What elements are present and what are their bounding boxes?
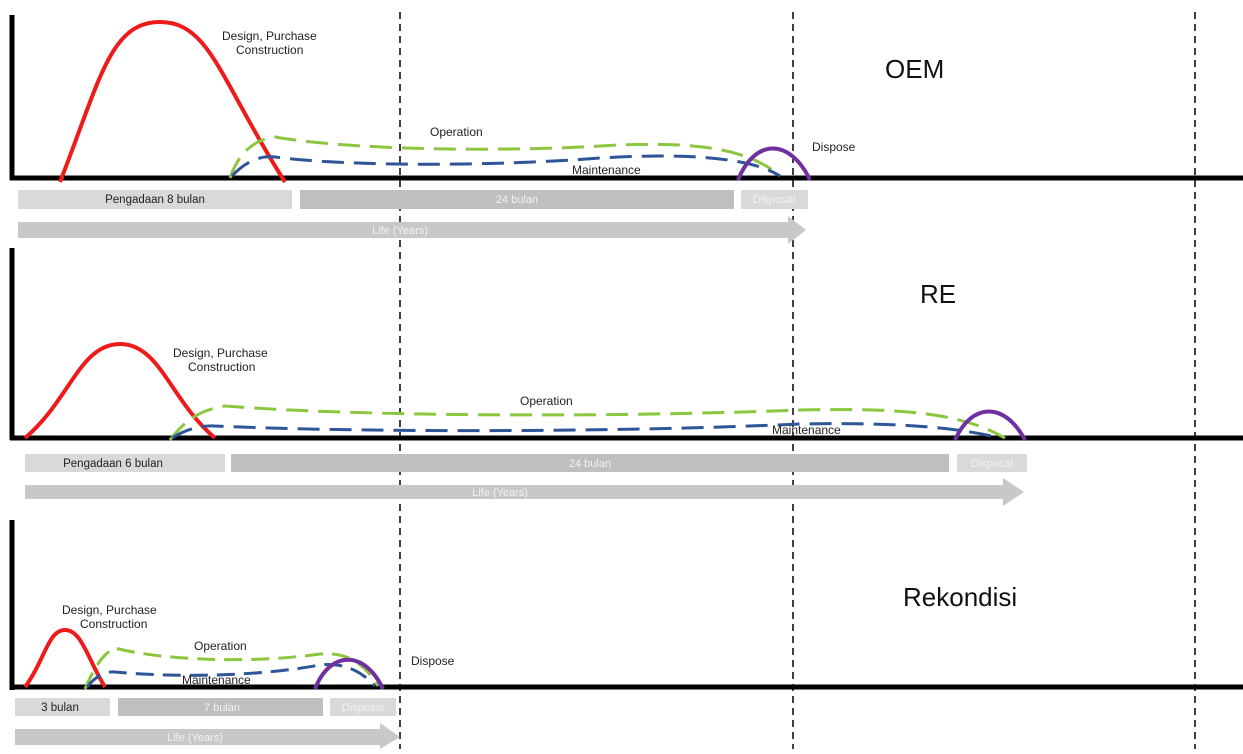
procurement-bar [18, 190, 292, 209]
life-arrow [25, 478, 1024, 506]
life-arrow-label: Life (Years) [167, 732, 223, 744]
panel-rekondisi: Design, Purchase Construction Operation … [9, 520, 1243, 749]
operation-label: Operation [194, 639, 247, 653]
procurement-bar [25, 454, 225, 472]
operation-curve [228, 135, 781, 179]
operation-label: Operation [520, 394, 573, 408]
design-curve [23, 341, 217, 440]
design-label-line2: Construction [80, 617, 147, 631]
dispose-bar-label: Disposal [753, 194, 795, 206]
design-label-line1: Design, Purchase [173, 346, 268, 360]
panel-title: OEM [885, 54, 944, 84]
procurement-bar-label: Pengadaan 6 bulan [63, 458, 163, 470]
maintenance-label: Maintenance [182, 673, 251, 687]
dispose-bar-label: Disposal [342, 702, 384, 714]
dispose-label: Dispose [812, 140, 856, 154]
life-bar-label: 7 bulan [204, 702, 240, 714]
life-bar [231, 454, 949, 472]
design-label-line2: Construction [188, 360, 255, 374]
panel-re: Design, Purchase Construction Operation … [9, 248, 1243, 506]
design-label-line2: Construction [236, 43, 303, 57]
dispose-bar [957, 454, 1027, 472]
operation-curve [83, 646, 380, 690]
life-bar [300, 190, 734, 209]
operation-label: Operation [430, 125, 483, 139]
dispose-curve [736, 146, 812, 181]
life-arrow-label: Life (Years) [472, 487, 528, 499]
procurement-bar [15, 698, 110, 716]
panel-oem: Design, Purchase Construction Operation … [9, 15, 1243, 244]
life-bar-label: 24 bulan [496, 194, 538, 206]
panel-title: Rekondisi [903, 582, 1017, 612]
life-arrow [18, 216, 806, 244]
maintenance-curve [85, 662, 377, 688]
dispose-label: Dispose [411, 654, 455, 668]
dispose-curve [953, 409, 1027, 441]
dispose-bar [330, 698, 396, 716]
life-arrow-label: Life (Years) [372, 225, 428, 237]
maintenance-curve [230, 154, 781, 178]
maintenance-curve [171, 422, 1001, 440]
design-label-line1: Design, Purchase [222, 29, 317, 43]
dispose-bar-label: Disposal [971, 458, 1013, 470]
dispose-bar [741, 190, 808, 209]
design-curve [58, 19, 287, 184]
life-bar-label: 24 bulan [569, 458, 611, 470]
operation-curve [168, 404, 1006, 441]
dispose-curve [313, 657, 385, 690]
maintenance-label: Maintenance [772, 423, 841, 437]
panel-title: RE [920, 279, 956, 309]
procurement-bar-label: Pengadaan 8 bulan [105, 194, 205, 206]
life-arrow [15, 723, 400, 749]
design-curve [23, 627, 107, 689]
procurement-bar-label: 3 bulan [41, 702, 79, 714]
design-label-line1: Design, Purchase [62, 603, 157, 617]
life-bar [118, 698, 323, 716]
maintenance-label: Maintenance [572, 163, 641, 177]
